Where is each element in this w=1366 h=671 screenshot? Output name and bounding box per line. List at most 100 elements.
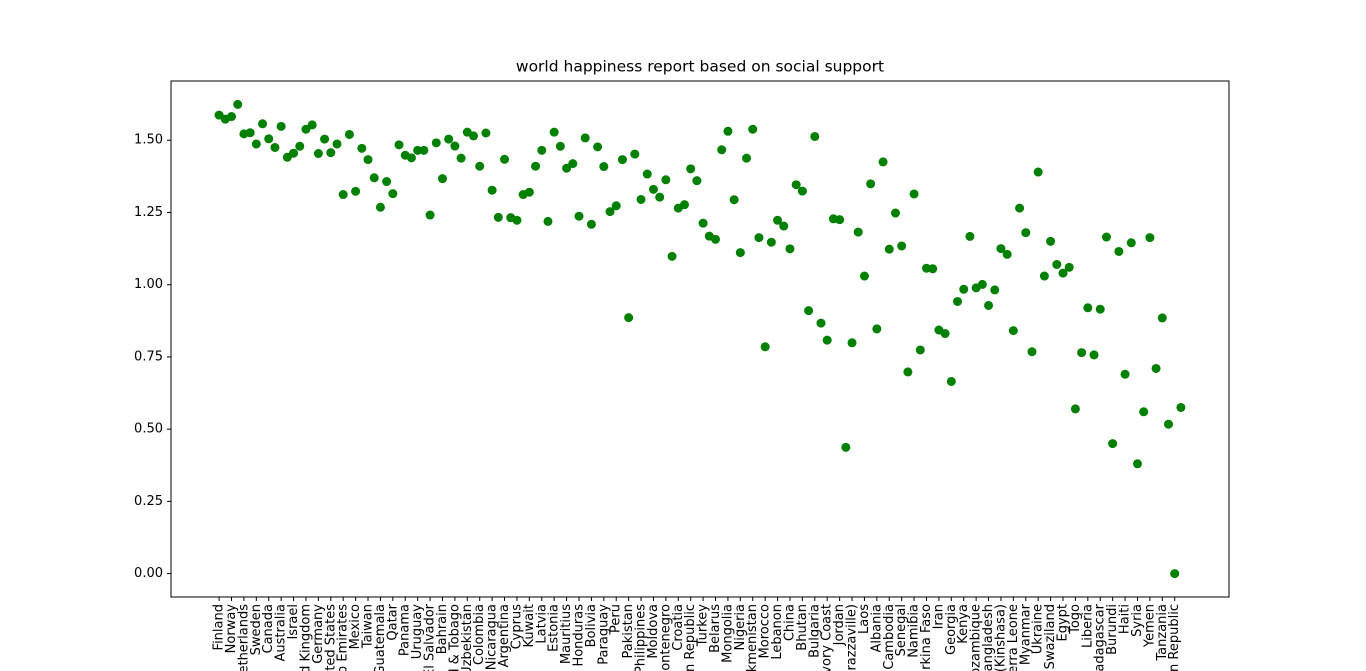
- x-tick-label: Norway: [224, 604, 239, 654]
- chart-title: world happiness report based on social s…: [516, 58, 884, 76]
- point: [258, 119, 268, 129]
- point: [568, 159, 578, 169]
- x-tick-label: Dominican Republic: [683, 604, 698, 671]
- point: [375, 202, 385, 212]
- x-tick-label: Mozambique: [969, 604, 984, 671]
- x-tick-label: Burundi: [1105, 604, 1120, 655]
- point: [1083, 303, 1093, 313]
- point: [1120, 369, 1130, 379]
- point: [276, 121, 286, 131]
- x-tick-label: Montenegro: [658, 604, 673, 671]
- point: [555, 141, 565, 151]
- x-tick-label: Moldova: [646, 604, 661, 659]
- point: [1095, 304, 1105, 314]
- point: [779, 221, 789, 231]
- point: [797, 186, 807, 196]
- point: [251, 139, 261, 149]
- point: [648, 184, 658, 194]
- x-tick-label: Kuwait: [522, 604, 537, 647]
- point: [729, 195, 739, 205]
- point: [835, 215, 845, 225]
- point: [580, 133, 590, 143]
- point: [866, 179, 876, 189]
- x-tick-label: Nicaragua: [485, 604, 500, 670]
- point: [692, 176, 702, 186]
- x-tick-label: Kenya: [956, 604, 971, 644]
- point: [413, 145, 423, 155]
- x-tick-label: Latvia: [534, 604, 549, 644]
- point: [357, 143, 367, 153]
- x-tick-label: Jordan: [832, 604, 847, 646]
- point: [1151, 363, 1161, 373]
- point: [754, 233, 764, 243]
- point: [872, 324, 882, 334]
- x-tick-label: Bahrain: [435, 604, 450, 654]
- x-tick-label: Guatemala: [373, 604, 388, 671]
- point: [394, 140, 404, 150]
- point: [717, 145, 727, 155]
- y-tick-label: 0.00: [134, 566, 163, 581]
- x-tick-label: Haiti: [1118, 604, 1133, 634]
- x-tick-label: Estonia: [547, 604, 562, 652]
- x-tick-label: Paraguay: [596, 604, 611, 665]
- point: [742, 153, 752, 163]
- point: [661, 175, 671, 185]
- point: [1027, 347, 1037, 357]
- point: [1108, 439, 1118, 449]
- x-tick-label: Burkina Faso: [919, 604, 934, 671]
- point: [766, 237, 776, 247]
- point: [1139, 407, 1149, 417]
- x-tick-label: Argentina: [497, 604, 512, 667]
- x-tick-label: Central African Republic: [1167, 604, 1182, 671]
- x-tick-label: Qatar: [385, 603, 400, 640]
- point: [1064, 262, 1074, 272]
- x-tick-label: Cambodia: [882, 604, 897, 670]
- point: [816, 318, 826, 328]
- point: [1058, 268, 1068, 278]
- y-tick-label: 0.75: [134, 349, 163, 364]
- point: [295, 141, 305, 151]
- point: [500, 154, 510, 164]
- x-tick-label: Ukraine: [1031, 604, 1046, 654]
- point: [307, 120, 317, 130]
- x-tick-label: Bulgaria: [807, 604, 822, 658]
- x-tick-label: Liberia: [1080, 604, 1095, 648]
- x-tick-label: Peru: [609, 604, 624, 633]
- x-tick-label: United Arab Emirates: [336, 604, 351, 671]
- y-tick-label: 1.00: [134, 277, 163, 292]
- point: [382, 177, 392, 187]
- point: [437, 174, 447, 184]
- point: [531, 161, 541, 171]
- x-tick-label: Sierra Leone: [1006, 604, 1021, 671]
- point: [946, 376, 956, 386]
- x-tick-label: Bolivia: [584, 604, 599, 647]
- point: [289, 148, 299, 158]
- point: [425, 210, 435, 220]
- x-tick-label: Philippines: [634, 604, 649, 671]
- point: [928, 264, 938, 274]
- point: [593, 142, 603, 152]
- point: [940, 329, 950, 339]
- y-tick-label: 1.25: [134, 205, 163, 220]
- point: [456, 153, 466, 163]
- point: [1015, 203, 1025, 213]
- point: [655, 192, 665, 202]
- point: [605, 207, 615, 217]
- x-tick-label: Pakistan: [621, 604, 636, 658]
- point: [1008, 326, 1018, 336]
- point: [543, 216, 553, 226]
- point: [903, 367, 913, 377]
- point: [667, 251, 677, 261]
- point: [977, 279, 987, 289]
- point: [847, 338, 857, 348]
- x-tick-label: United States: [323, 604, 338, 671]
- x-tick-label: Croatia: [671, 604, 686, 651]
- point: [444, 134, 454, 144]
- point: [984, 300, 994, 310]
- point: [804, 306, 814, 316]
- point: [711, 234, 721, 244]
- point: [617, 155, 627, 165]
- point: [332, 139, 342, 149]
